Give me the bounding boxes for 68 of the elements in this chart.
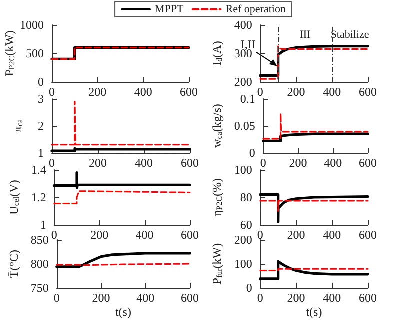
y-tick-label: 80 — [240, 190, 252, 204]
line-series — [56, 252, 192, 268]
y-axis-title: Pfur(kW) — [210, 243, 224, 285]
x-tick-label: 600 — [181, 156, 199, 170]
legend-label: Ref operation — [226, 4, 286, 16]
y-tick-label: 500 — [26, 46, 44, 60]
x-tick-label: 200 — [287, 291, 306, 306]
y-axis-title: PP2C(kW) — [2, 30, 17, 76]
y-axis-title: ηP2C(%) — [210, 178, 224, 217]
x-tick-label: 400 — [323, 291, 342, 306]
x-tick-label: 600 — [181, 228, 199, 242]
y-tick-label: 1.4 — [31, 163, 46, 177]
y-tick-label: 0 — [249, 146, 256, 160]
line-series — [262, 132, 370, 142]
x-tick-label: 600 — [359, 291, 377, 306]
y-tick-label: 200 — [234, 75, 252, 89]
x-tick-label: 0 — [51, 228, 58, 242]
x-tick-label: 200 — [287, 85, 306, 99]
annotation: III — [300, 29, 312, 41]
y-tick-label: 1000 — [20, 18, 44, 32]
x-tick-label: 400 — [323, 85, 342, 99]
y-tick-label: 400 — [234, 18, 252, 32]
line-series — [54, 190, 191, 204]
x-tick-label: 400 — [324, 156, 342, 170]
x-tick-label: 600 — [359, 228, 377, 242]
y-tick-label: 0.1 — [240, 92, 256, 106]
y-tick-label: 0.05 — [234, 119, 256, 133]
y-tick-label: 1 — [40, 218, 46, 232]
y-tick-label: 2 — [38, 119, 44, 133]
x-tick-label: 600 — [359, 156, 377, 170]
y-tick-label: 850 — [30, 233, 49, 247]
y-tick-label: 1 — [38, 146, 44, 160]
legend-label: MPPT — [155, 4, 184, 16]
x-axis-title: t(s) — [115, 305, 132, 320]
y-tick-label: 0 — [246, 281, 252, 296]
x-tick-label: 200 — [88, 85, 107, 99]
y-tick-label: 100 — [234, 257, 252, 272]
y-tick-label: 3 — [38, 92, 44, 106]
line-series — [53, 171, 192, 190]
y-axis-title: Ucel(V) — [7, 180, 21, 215]
x-tick-label: 0 — [260, 156, 266, 170]
y-tick-label: 60 — [240, 218, 252, 232]
x-tick-label: 400 — [136, 291, 155, 306]
y-tick-label: 1.2 — [31, 190, 46, 204]
x-tick-label: 0 — [54, 291, 60, 306]
y-tick-label: 750 — [30, 281, 49, 296]
y-axis-title: πca — [10, 118, 24, 133]
x-tick-label: 200 — [89, 156, 107, 170]
x-axis-title: t(s) — [306, 305, 322, 320]
y-tick-label: 0 — [38, 75, 44, 89]
x-tick-label: 200 — [92, 291, 110, 306]
x-tick-label: 400 — [136, 228, 154, 242]
y-axis-title: T̄(°C) — [7, 250, 21, 278]
x-tick-label: 600 — [180, 85, 198, 99]
line-series — [259, 260, 370, 280]
x-tick-label: 600 — [181, 291, 199, 306]
x-tick-label: 200 — [289, 156, 308, 170]
y-tick-label: 100 — [234, 163, 252, 177]
x-tick-label: 400 — [134, 85, 152, 99]
y-tick-label: 800 — [30, 257, 49, 272]
y-axis-title: wca(kg/s) — [210, 104, 224, 148]
annotation: Stabilize — [330, 29, 370, 41]
x-tick-label: 200 — [287, 228, 306, 242]
x-tick-label: 400 — [135, 156, 153, 170]
y-axis-title: Id(A) — [210, 41, 224, 66]
x-tick-label: 400 — [323, 228, 342, 242]
x-tick-label: 600 — [359, 85, 377, 99]
x-tick-label: 200 — [90, 228, 109, 242]
